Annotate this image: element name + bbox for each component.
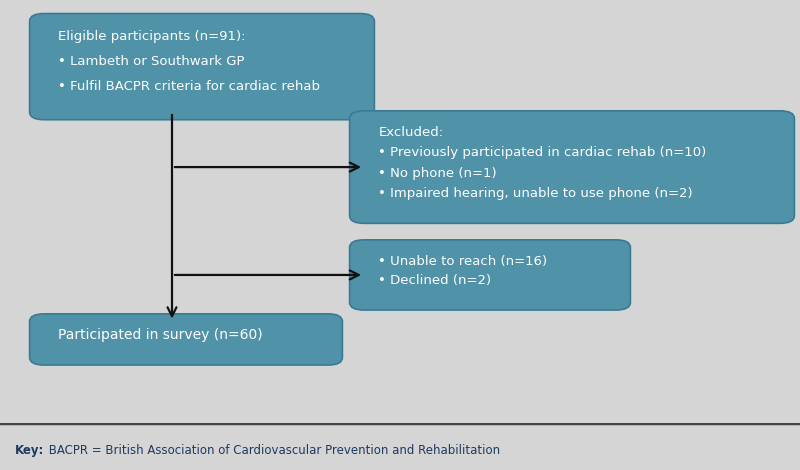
Text: BACPR = British Association of Cardiovascular Prevention and Rehabilitation: BACPR = British Association of Cardiovas… [45,444,500,457]
Text: • Declined (n=2): • Declined (n=2) [378,274,491,288]
Text: • Impaired hearing, unable to use phone (n=2): • Impaired hearing, unable to use phone … [378,187,693,200]
Text: Excluded:: Excluded: [378,125,443,139]
Text: • Unable to reach (n=16): • Unable to reach (n=16) [378,255,547,267]
Text: Eligible participants (n=91):: Eligible participants (n=91): [58,30,246,43]
FancyBboxPatch shape [350,111,794,223]
Text: • Previously participated in cardiac rehab (n=10): • Previously participated in cardiac reh… [378,146,706,159]
FancyBboxPatch shape [350,240,630,310]
FancyBboxPatch shape [30,14,374,120]
Text: • Fulfil BACPR criteria for cardiac rehab: • Fulfil BACPR criteria for cardiac reha… [58,80,320,94]
Text: Participated in survey (n=60): Participated in survey (n=60) [58,329,263,342]
Text: • No phone (n=1): • No phone (n=1) [378,167,497,180]
FancyBboxPatch shape [30,314,342,365]
Text: • Lambeth or Southwark GP: • Lambeth or Southwark GP [58,55,245,68]
Text: Key:: Key: [14,444,44,457]
